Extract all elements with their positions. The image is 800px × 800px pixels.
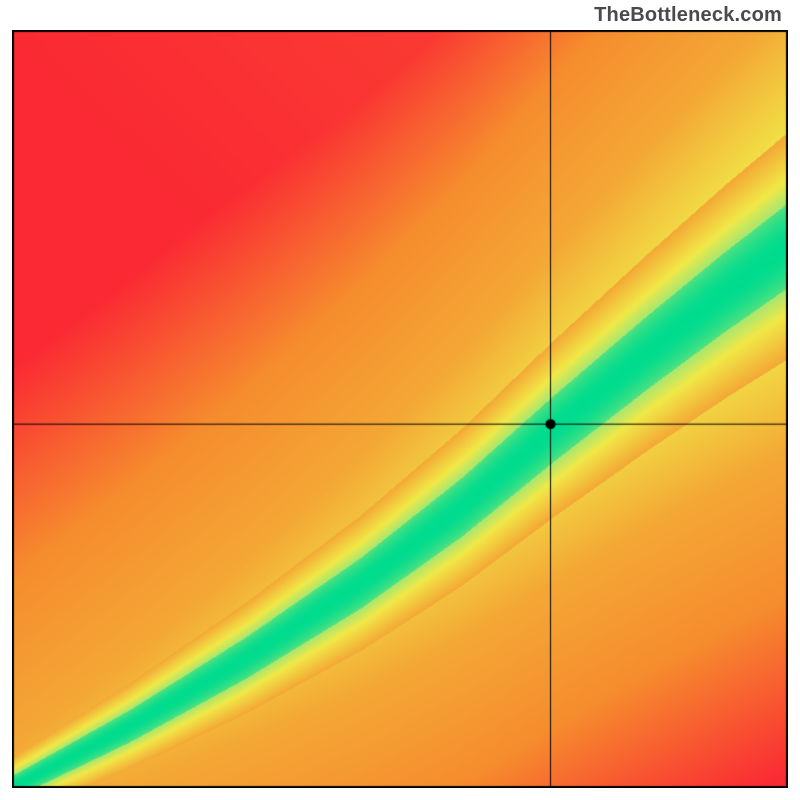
heatmap-canvas	[12, 30, 788, 788]
watermark-text: TheBottleneck.com	[594, 4, 782, 27]
heatmap-plot	[12, 30, 788, 788]
